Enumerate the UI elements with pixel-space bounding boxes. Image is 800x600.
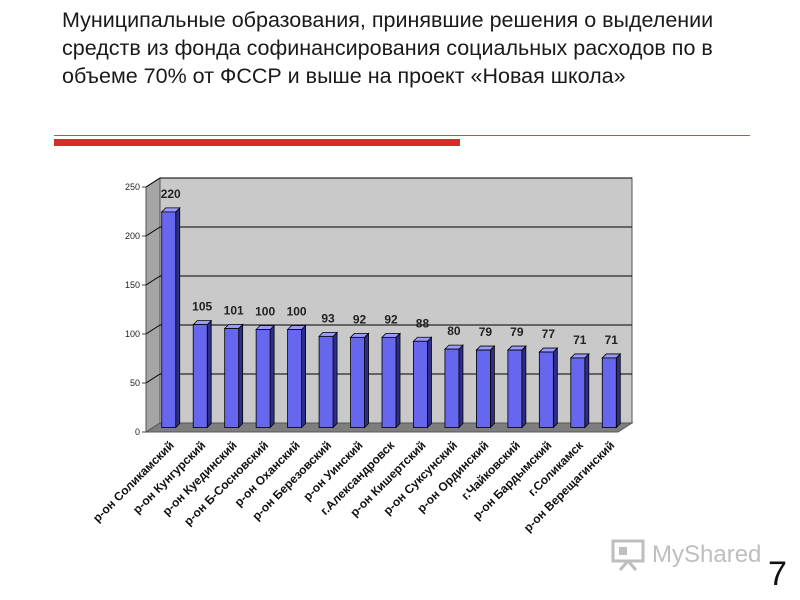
bar xyxy=(413,340,428,428)
title-divider-accent xyxy=(54,139,460,146)
bar-side xyxy=(552,347,558,429)
bar xyxy=(570,357,586,428)
y-tick-label: 0 xyxy=(135,427,140,437)
bar xyxy=(444,348,460,428)
bar xyxy=(224,328,240,428)
bar xyxy=(475,349,491,428)
data-label: 88 xyxy=(416,316,430,330)
gridline-side xyxy=(145,373,161,384)
data-label: 105 xyxy=(192,300,212,314)
y-tick-label: 250 xyxy=(125,182,140,192)
y-tick-label: 150 xyxy=(125,280,140,290)
data-label: 93 xyxy=(321,311,335,325)
bar xyxy=(350,336,365,428)
bar-side xyxy=(584,352,590,429)
bar-side xyxy=(206,319,212,429)
gridline-side xyxy=(145,275,161,286)
data-label: 100 xyxy=(287,305,307,319)
page-title: Муниципальные образования, принявшие реш… xyxy=(62,8,714,88)
bar-side xyxy=(269,324,275,429)
gridline-side xyxy=(145,177,161,188)
gridline-side xyxy=(145,226,161,237)
data-label: 92 xyxy=(353,312,367,326)
data-label: 71 xyxy=(573,333,587,347)
data-label: 79 xyxy=(479,325,493,339)
bar-side xyxy=(364,332,369,429)
bar-side xyxy=(458,344,464,429)
bar xyxy=(538,351,554,428)
data-label: 80 xyxy=(447,324,461,338)
bar-side xyxy=(489,345,495,429)
data-label: 101 xyxy=(224,304,244,318)
title-divider-thin xyxy=(54,135,750,136)
bar xyxy=(192,324,208,428)
slide-number: 7 xyxy=(768,555,787,593)
bar xyxy=(287,329,303,428)
bar-side xyxy=(332,331,338,429)
bar xyxy=(318,335,334,428)
y-tick-label: 200 xyxy=(125,231,140,241)
bar-side xyxy=(521,345,527,429)
bar xyxy=(255,329,271,428)
data-label: 79 xyxy=(510,325,524,339)
bar-side xyxy=(615,352,621,429)
data-label: 92 xyxy=(384,312,398,326)
data-label: 77 xyxy=(542,327,556,341)
data-label: 220 xyxy=(161,187,181,201)
y-tick-label: 100 xyxy=(125,329,140,339)
bar-side xyxy=(395,332,401,429)
bar-side xyxy=(238,323,244,429)
bar-side xyxy=(427,336,432,429)
bar xyxy=(507,349,523,428)
bar xyxy=(381,336,397,428)
bar xyxy=(161,211,177,428)
bar xyxy=(601,357,617,428)
presentation-board-icon xyxy=(611,539,645,571)
watermark-text: MyShared xyxy=(652,541,762,568)
y-tick-label: 50 xyxy=(130,378,140,388)
bar-side xyxy=(301,324,307,429)
bar-side xyxy=(175,206,181,429)
watermark: MyShared xyxy=(610,535,770,575)
data-label: 71 xyxy=(605,333,619,347)
plot-side-wall xyxy=(145,177,161,433)
gridline-side xyxy=(145,324,161,335)
data-label: 100 xyxy=(255,305,275,319)
